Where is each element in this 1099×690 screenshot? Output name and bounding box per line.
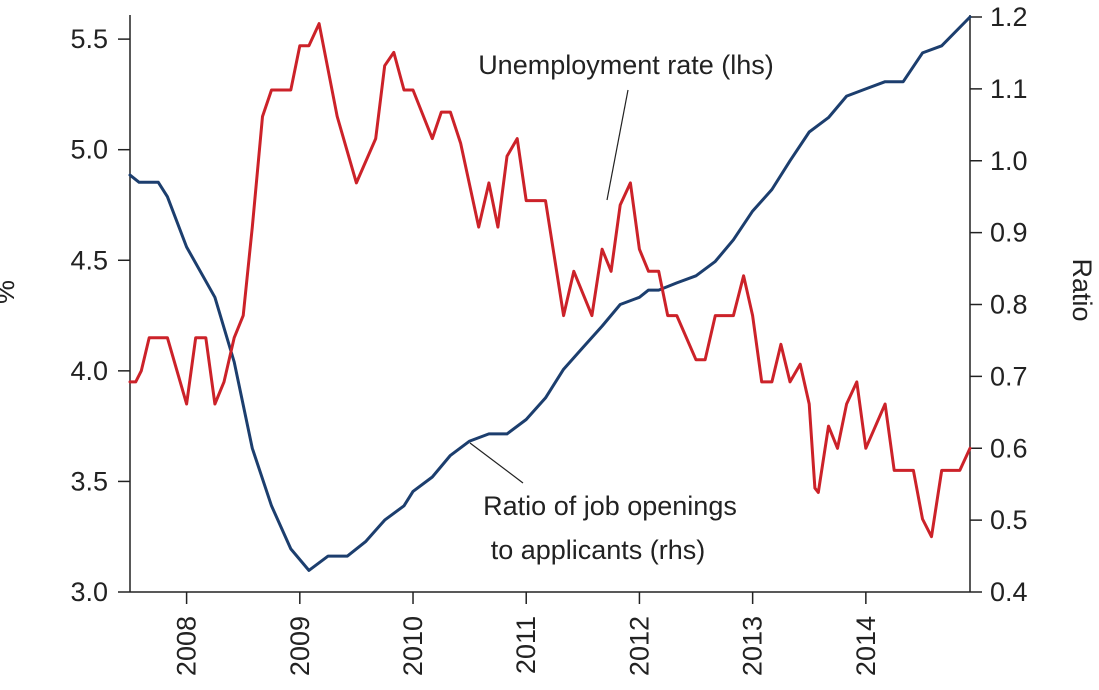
axes: 3.0 3.5 4.0 4.5 5.0 5.5 0.4 0.5 0.6 0.7 0.8 0.9 1.0 1… bbox=[70, 2, 1027, 676]
job-openings-ratio-line bbox=[128, 15, 972, 572]
y-left-tick-label: 3.0 bbox=[70, 577, 108, 607]
unemployment-rate-line bbox=[128, 22, 972, 539]
series-layer bbox=[128, 15, 972, 572]
y-right-tick-label: 0.9 bbox=[990, 218, 1028, 248]
y-right-axis-title: Ratio bbox=[1067, 258, 1097, 321]
x-tick-label: 2010 bbox=[398, 616, 428, 676]
y-right-tick-label: 0.7 bbox=[990, 361, 1028, 391]
y-left-tick-label: 4.5 bbox=[70, 245, 108, 275]
x-tick-label: 2012 bbox=[624, 616, 654, 676]
x-tick-label: 2014 bbox=[851, 616, 881, 676]
x-tick-label: 2011 bbox=[511, 616, 541, 674]
annotation-unemployment-rate: Unemployment rate (lhs) bbox=[478, 50, 774, 80]
y-left-tick-label: 4.0 bbox=[70, 356, 108, 386]
y-right-tick-label: 1.2 bbox=[990, 2, 1028, 32]
y-right-tick-label: 1.0 bbox=[990, 146, 1028, 176]
y-left-tick-label: 3.5 bbox=[70, 466, 108, 496]
y-right-tick-label: 0.4 bbox=[990, 577, 1028, 607]
y-right-tick-label: 0.8 bbox=[990, 290, 1028, 320]
y-right-tick-label: 0.6 bbox=[990, 433, 1028, 463]
annotation-leader-ratio bbox=[469, 442, 524, 484]
y-left-tick-label: 5.0 bbox=[70, 135, 108, 165]
y-right-tick-label: 1.1 bbox=[990, 74, 1028, 104]
y-right-tick-label: 0.5 bbox=[990, 505, 1028, 535]
annotation-ratio-line-1: Ratio of job openings bbox=[483, 491, 737, 521]
x-tick-label: 2009 bbox=[285, 616, 315, 676]
y-left-tick-label: 5.5 bbox=[70, 24, 108, 54]
annotation-leader-unemployment bbox=[606, 89, 629, 201]
x-tick-label: 2013 bbox=[738, 616, 768, 676]
y-left-axis-title: % bbox=[0, 280, 20, 304]
annotation-ratio-line-2: to applicants (rhs) bbox=[491, 535, 706, 565]
x-tick-label: 2008 bbox=[172, 616, 202, 676]
annotations: Unemployment rate (lhs) Ratio of job ope… bbox=[469, 50, 774, 565]
